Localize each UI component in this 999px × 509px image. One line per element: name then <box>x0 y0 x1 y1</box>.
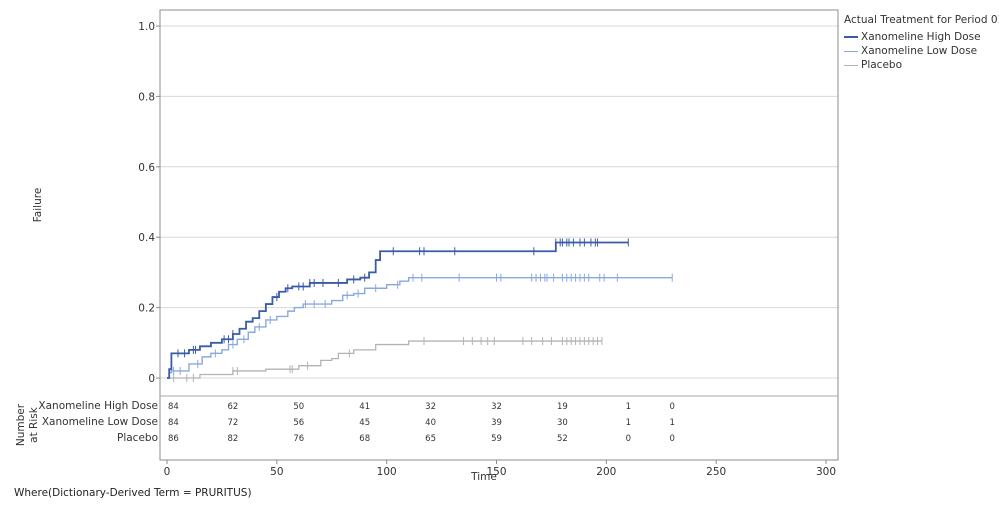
y-axis-ticks: 0 0.2 0.4 0.6 0.8 1.0 <box>138 21 160 385</box>
at-risk-count: 32 <box>491 402 502 412</box>
at-risk-count: 86 <box>168 434 179 444</box>
at-risk-count: 84 <box>168 402 179 412</box>
plot-frame <box>159 9 839 461</box>
x-tick-label: 0 <box>164 466 171 478</box>
y-tick-label: 0.2 <box>138 303 155 315</box>
at-risk-row-label: Xanomeline Low Dose <box>42 416 158 428</box>
where-clause-footnote: Where(Dictionary-Derived Term = PRURITUS… <box>14 487 252 499</box>
x-tick-label: 300 <box>816 466 836 478</box>
at-risk-count: 40 <box>425 418 436 428</box>
at-risk-count: 50 <box>293 402 304 412</box>
at-risk-header-line1: Number <box>15 403 27 446</box>
x-tick-label: 100 <box>377 466 397 478</box>
series-group <box>167 238 673 382</box>
at-risk-count: 68 <box>359 434 370 444</box>
at-risk-count: 32 <box>425 402 436 412</box>
legend-item-high-dose[interactable]: Xanomeline High Dose <box>844 30 999 44</box>
at-risk-count: 82 <box>227 434 238 444</box>
at-risk-count: 0 <box>626 434 631 444</box>
x-tick-label: 200 <box>596 466 616 478</box>
at-risk-count: 76 <box>293 434 304 444</box>
y-tick-label: 0.6 <box>138 162 155 174</box>
y-tick-label: 1.0 <box>138 21 155 33</box>
at-risk-count: 56 <box>293 418 304 428</box>
y-axis-label: Failure <box>32 188 44 223</box>
legend-title: Actual Treatment for Period 01 <box>844 14 999 26</box>
at-risk-count: 1 <box>626 418 631 428</box>
at-risk-table: Xanomeline High Dose 84 62 50 41 32 32 19 1 0 Xano… <box>38 400 675 444</box>
y-tick-label: 0 <box>148 373 155 385</box>
y-tick-label: 0.4 <box>138 232 155 244</box>
at-risk-count: 65 <box>425 434 436 444</box>
at-risk-count: 52 <box>557 434 568 444</box>
x-tick-label: 50 <box>270 466 283 478</box>
legend-swatch-high-dose <box>844 36 858 38</box>
at-risk-count: 1 <box>626 402 631 412</box>
at-risk-count: 30 <box>557 418 568 428</box>
at-risk-count: 59 <box>491 434 502 444</box>
at-risk-count: 62 <box>227 402 238 412</box>
legend-swatch-placebo <box>844 64 858 66</box>
legend-label: Placebo <box>861 59 903 71</box>
legend: Actual Treatment for Period 01 Xanomelin… <box>844 14 999 72</box>
x-axis-label: Time <box>470 471 497 483</box>
y-tick-label: 0.8 <box>138 91 155 103</box>
at-risk-count: 19 <box>557 402 568 412</box>
x-axis-ticks: 0 50 100 150 200 250 300 <box>164 460 836 478</box>
x-tick-label: 150 <box>486 466 506 478</box>
at-risk-count: 0 <box>670 434 675 444</box>
at-risk-count: 1 <box>670 418 675 428</box>
at-risk-row-label: Placebo <box>117 432 158 444</box>
at-risk-row-label: Xanomeline High Dose <box>38 400 158 412</box>
legend-item-low-dose[interactable]: Xanomeline Low Dose <box>844 44 999 58</box>
legend-label: Xanomeline High Dose <box>861 31 981 43</box>
series-line-placebo <box>167 340 602 379</box>
at-risk-count: 84 <box>168 418 179 428</box>
at-risk-count: 39 <box>491 418 502 428</box>
series-line-high-dose <box>167 241 629 379</box>
legend-item-placebo[interactable]: Placebo <box>844 58 999 72</box>
at-risk-count: 45 <box>359 418 370 428</box>
at-risk-header-line2: at Risk <box>28 406 40 443</box>
at-risk-count: 72 <box>227 418 238 428</box>
grid-lines <box>160 25 838 379</box>
at-risk-count: 41 <box>359 402 370 412</box>
legend-label: Xanomeline Low Dose <box>861 45 978 57</box>
legend-swatch-low-dose <box>844 50 858 52</box>
at-risk-count: 0 <box>670 402 675 412</box>
x-tick-label: 250 <box>706 466 726 478</box>
